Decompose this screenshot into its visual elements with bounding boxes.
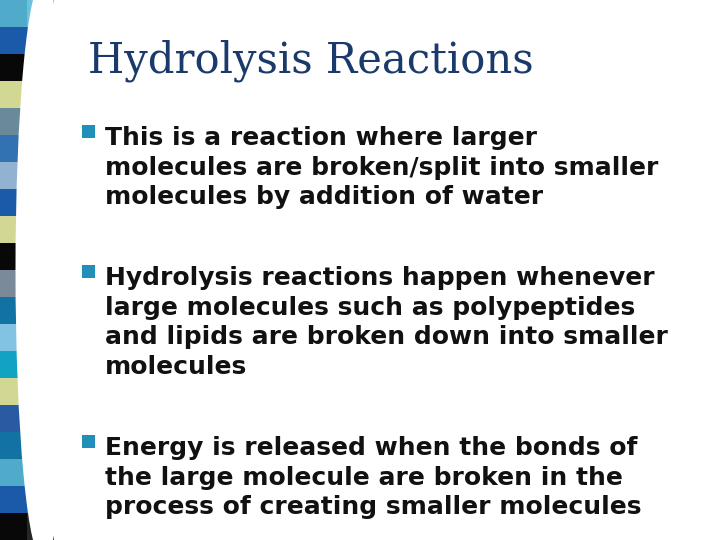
Bar bbox=[27, 216, 54, 243]
Bar bbox=[0, 81, 27, 108]
Bar bbox=[27, 351, 54, 378]
Bar bbox=[0, 378, 27, 405]
Bar bbox=[0, 486, 27, 513]
Text: Hydrolysis Reactions: Hydrolysis Reactions bbox=[88, 40, 534, 83]
Bar bbox=[0, 162, 27, 189]
Bar bbox=[0, 27, 27, 54]
Bar bbox=[27, 54, 54, 81]
Bar bbox=[27, 378, 54, 405]
Bar bbox=[27, 486, 54, 513]
Bar bbox=[27, 0, 54, 27]
Bar bbox=[0, 270, 27, 297]
Bar bbox=[0, 324, 27, 351]
Bar bbox=[0, 405, 27, 432]
Bar bbox=[0, 216, 27, 243]
Bar bbox=[0, 243, 27, 270]
Bar bbox=[0, 459, 27, 486]
Bar bbox=[82, 125, 95, 138]
Bar bbox=[27, 108, 54, 135]
Bar bbox=[27, 189, 54, 216]
Bar bbox=[0, 135, 27, 162]
Text: This is a reaction where larger
molecules are broken/split into smaller
molecule: This is a reaction where larger molecule… bbox=[105, 126, 658, 210]
Text: Hydrolysis reactions happen whenever
large molecules such as polypeptides
and li: Hydrolysis reactions happen whenever lar… bbox=[105, 266, 668, 379]
Bar bbox=[27, 324, 54, 351]
Bar bbox=[82, 265, 95, 278]
Bar bbox=[0, 189, 27, 216]
Bar bbox=[27, 81, 54, 108]
Bar bbox=[0, 351, 27, 378]
Bar bbox=[27, 135, 54, 162]
Bar bbox=[27, 432, 54, 459]
Bar bbox=[0, 432, 27, 459]
Bar bbox=[27, 243, 54, 270]
Bar bbox=[27, 513, 54, 540]
Bar bbox=[27, 405, 54, 432]
Bar bbox=[27, 27, 54, 54]
Bar bbox=[82, 435, 95, 448]
Bar bbox=[0, 513, 27, 540]
Bar bbox=[0, 0, 27, 27]
Bar bbox=[0, 297, 27, 324]
Bar bbox=[0, 54, 27, 81]
Bar bbox=[27, 270, 54, 297]
Text: Energy is released when the bonds of
the large molecule are broken in the
proces: Energy is released when the bonds of the… bbox=[105, 436, 642, 519]
Bar bbox=[0, 108, 27, 135]
Bar bbox=[27, 297, 54, 324]
Bar bbox=[27, 162, 54, 189]
Ellipse shape bbox=[16, 0, 71, 540]
Bar bbox=[27, 459, 54, 486]
